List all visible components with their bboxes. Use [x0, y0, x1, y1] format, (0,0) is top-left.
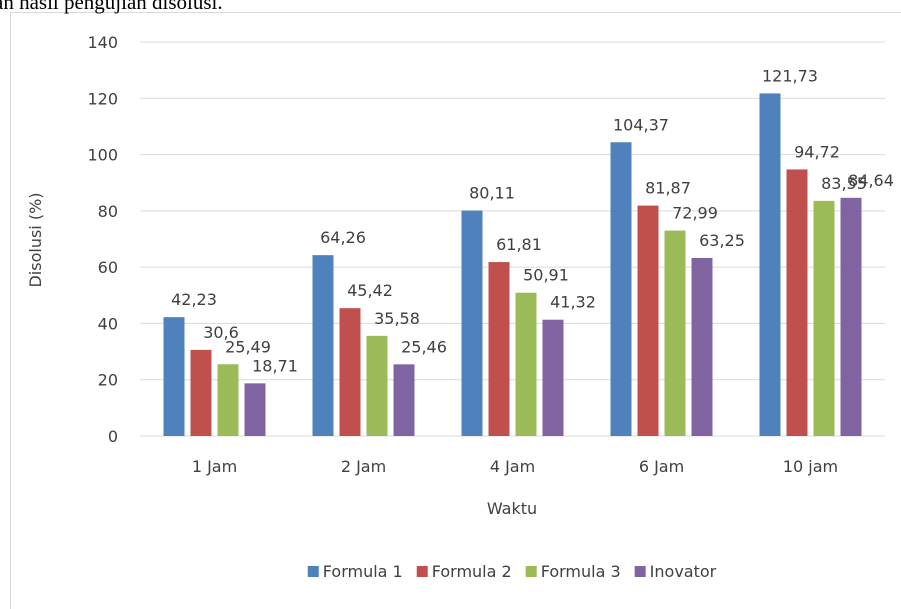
value-label: 83,55: [821, 174, 867, 193]
value-label: 64,26: [320, 228, 366, 247]
bar: [163, 317, 185, 436]
value-label: 121,73: [762, 66, 818, 85]
chart-frame: [10, 12, 901, 609]
x-tick-label: 2 Jam: [341, 457, 386, 476]
bar: [366, 335, 388, 436]
bar: [813, 200, 835, 436]
bar: [610, 142, 632, 436]
x-tick-label: 6 Jam: [639, 457, 684, 476]
legend-swatch: [634, 566, 646, 577]
value-label: 81,87: [645, 179, 691, 198]
value-label: 80,11: [469, 184, 515, 203]
y-tick-label: 120: [87, 89, 118, 108]
bar: [664, 230, 686, 436]
value-label: 42,23: [171, 290, 217, 309]
bar: [217, 364, 239, 436]
bar: [786, 169, 808, 437]
value-label: 72,99: [672, 204, 718, 223]
legend-swatch: [307, 566, 319, 577]
y-tick-label: 140: [87, 33, 118, 52]
y-tick-label: 0: [108, 427, 118, 446]
value-label: 94,72: [794, 142, 840, 161]
value-label: 63,25: [699, 231, 745, 250]
bar: [488, 262, 510, 436]
value-label: 41,32: [550, 293, 596, 312]
legend-swatch: [525, 566, 537, 577]
bar: [244, 383, 266, 436]
bar: [515, 292, 537, 436]
y-tick-label: 80: [98, 202, 118, 221]
bar: [190, 349, 212, 436]
bar: [393, 364, 415, 436]
legend-label: Inovator: [650, 562, 717, 581]
value-label: 30,6: [203, 323, 239, 342]
y-axis-label: Disolusi (%): [26, 192, 45, 287]
value-label: 104,37: [613, 115, 669, 134]
value-label: 61,81: [496, 235, 542, 254]
legend-swatch: [416, 566, 428, 577]
legend-label: Formula 2: [432, 562, 512, 581]
bar: [339, 308, 361, 436]
value-label: 35,58: [374, 309, 420, 328]
bar: [840, 197, 862, 436]
value-label: 45,42: [347, 281, 393, 300]
x-tick-label: 4 Jam: [490, 457, 535, 476]
caption: an hasil pengujian disolusi.: [0, 0, 223, 14]
bar: [637, 205, 659, 436]
value-label: 18,71: [252, 356, 298, 375]
x-tick-label: 10 jam: [783, 457, 838, 476]
y-tick-label: 20: [98, 371, 118, 390]
bar: [759, 93, 781, 437]
bar: [542, 319, 564, 436]
bar: [312, 255, 334, 436]
bar: [461, 210, 483, 436]
legend-label: Formula 1: [323, 562, 403, 581]
value-label: 84,64: [848, 171, 894, 190]
legend-label: Formula 3: [541, 562, 621, 581]
x-tick-label: 1 Jam: [192, 457, 237, 476]
value-label: 25,46: [401, 337, 447, 356]
value-label: 50,91: [523, 266, 569, 285]
y-tick-label: 100: [87, 146, 118, 165]
x-axis-label: Waktu: [487, 499, 537, 518]
y-tick-label: 60: [98, 258, 118, 277]
bar: [691, 257, 713, 436]
value-label: 25,49: [225, 337, 271, 356]
y-tick-label: 40: [98, 314, 118, 333]
